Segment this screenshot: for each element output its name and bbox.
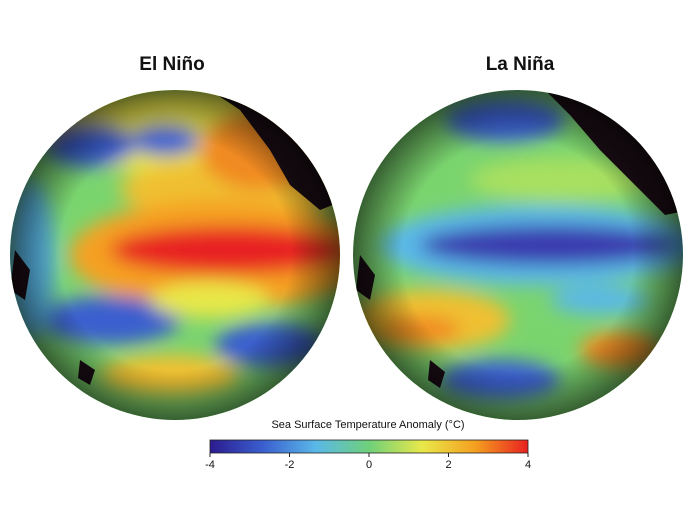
colorbar-tick-label: 4 <box>525 459 531 471</box>
colorbar-tick-label: -2 <box>285 459 295 471</box>
colorbar-tick-label: 2 <box>445 459 451 471</box>
el-nino-globe <box>10 90 340 420</box>
la-nina-globe <box>353 90 683 420</box>
colorbar-title: Sea Surface Temperature Anomaly (°C) <box>271 419 464 431</box>
panel-title: El Niño <box>139 54 204 75</box>
panel-title: La Niña <box>486 54 555 75</box>
colorbar-tick-label: 0 <box>366 459 372 471</box>
colorbar <box>209 439 529 454</box>
colorbar-ticks: -4 -2 0 2 4 <box>205 453 531 471</box>
colorbar-tick-label: -4 <box>205 459 215 471</box>
